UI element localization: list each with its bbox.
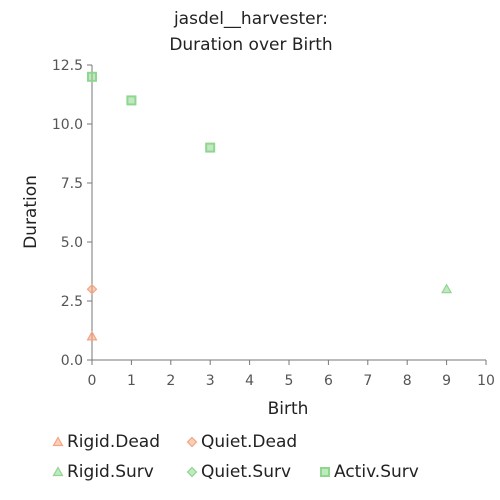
x-tick-label: 8 [403,373,412,389]
x-tick-label: 1 [127,373,136,389]
x-tick-label: 7 [363,373,372,389]
x-tick-label: 0 [88,373,97,389]
y-tick-label: 12.5 [52,58,83,74]
axes: 0 1 2 3 4 5 6 7 8 9 10 0.0 2.5 5.0 7.5 10.0 12.5 [52,58,495,389]
data-point [126,95,137,106]
legend-marker [52,436,64,447]
y-axis-label: Duration [21,175,41,249]
y-tick-label: 5.0 [61,235,83,251]
legend-label: Rigid.Dead [67,432,160,452]
x-axis-label: Birth [268,399,309,419]
legend: Rigid.Dead Quiet.Dead Rigid.Surv Quiet.Surv… [52,432,419,482]
legend-item: Rigid.Surv [52,462,154,482]
y-tick-label: 2.5 [61,294,83,310]
x-tick-label: 9 [442,373,451,389]
data-point [441,283,453,294]
legend-item: Rigid.Dead [52,432,160,452]
legend-marker [186,466,198,478]
data-point [86,330,98,341]
x-tick-label: 5 [285,373,294,389]
legend-item: Quiet.Dead [186,432,297,452]
legend-label: Activ.Surv [334,462,419,482]
chart-title-line-1: jasdel__harvester: [173,9,328,29]
legend-marker [320,467,330,477]
legend-label: Rigid.Surv [67,462,154,482]
legend-label: Quiet.Dead [201,432,297,452]
data-point [205,142,216,153]
legend-marker [52,466,64,477]
x-tick-label: 6 [324,373,333,389]
y-tick-label: 7.5 [61,176,83,192]
legend-item: Activ.Surv [320,462,419,482]
x-tick-label: 4 [245,373,254,389]
x-tick-label: 3 [206,373,215,389]
legend-label: Quiet.Surv [201,462,291,482]
x-tick-label: 2 [166,373,175,389]
chart-title-line-2: Duration over Birth [169,35,332,55]
legend-item: Quiet.Surv [186,462,291,482]
legend-marker [186,436,198,448]
y-tick-label: 0.0 [61,353,83,369]
data-point [86,283,98,295]
y-tick-label: 10.0 [52,117,83,133]
data-points [86,71,453,341]
x-tick-label: 10 [477,373,495,389]
data-point [87,71,97,82]
